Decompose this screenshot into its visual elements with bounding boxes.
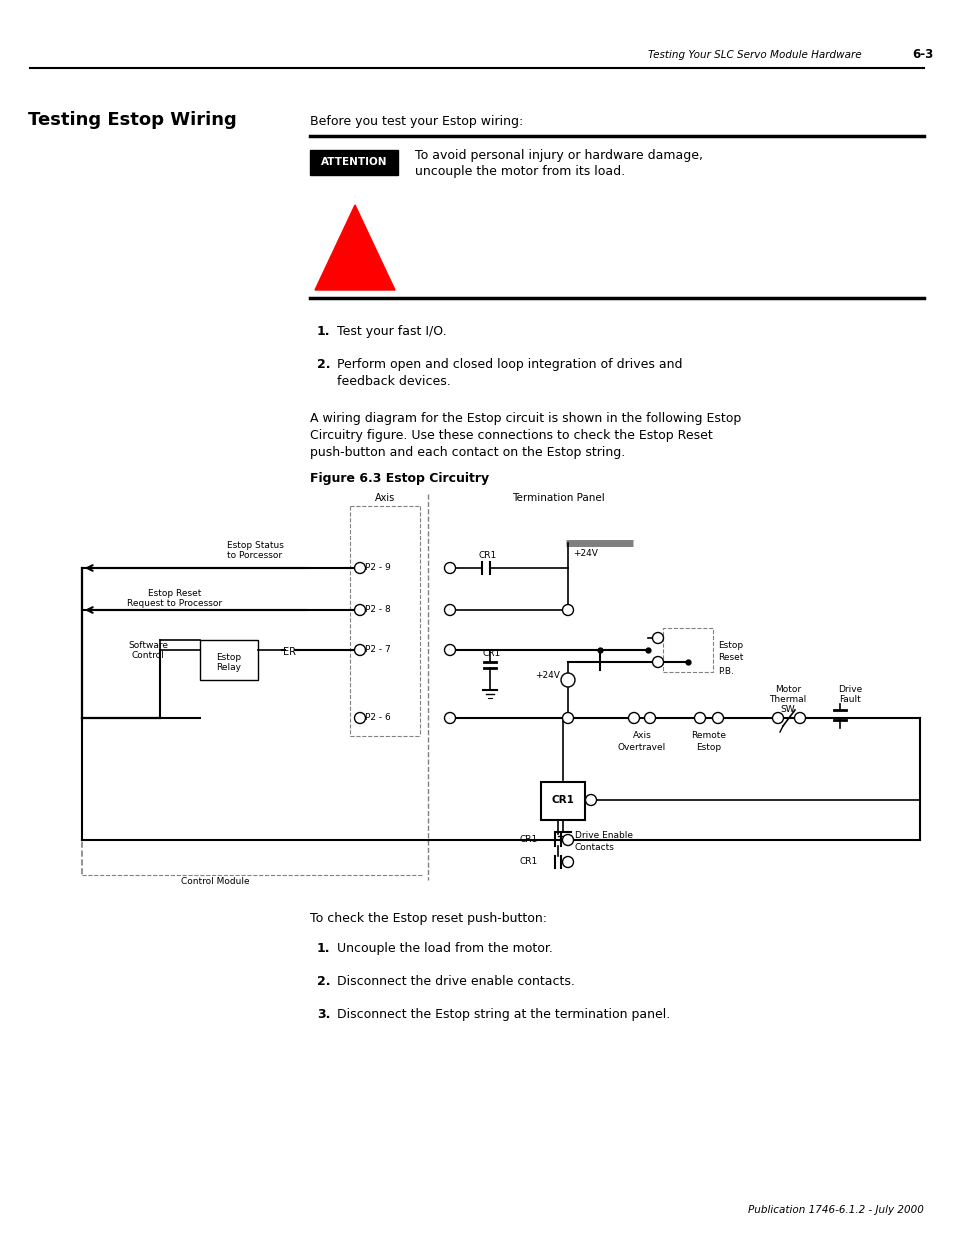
Text: CR1: CR1	[551, 795, 574, 805]
Text: to Porcessor: to Porcessor	[227, 551, 282, 559]
Text: Drive Enable: Drive Enable	[575, 830, 633, 840]
Text: Perform open and closed loop integration of drives and: Perform open and closed loop integration…	[336, 358, 681, 370]
Text: 2.: 2.	[316, 974, 330, 988]
Circle shape	[560, 673, 575, 687]
Text: Estop Reset: Estop Reset	[148, 589, 201, 598]
Text: Fault: Fault	[839, 695, 860, 704]
Text: P.B.: P.B.	[718, 667, 733, 676]
Text: Thermal: Thermal	[768, 695, 806, 704]
Polygon shape	[314, 205, 395, 290]
Circle shape	[562, 835, 573, 846]
Text: P2 - 9: P2 - 9	[365, 563, 391, 573]
Text: Reset: Reset	[718, 653, 742, 662]
Text: 1.: 1.	[316, 325, 330, 338]
Circle shape	[562, 604, 573, 615]
Circle shape	[355, 645, 365, 656]
Circle shape	[772, 713, 782, 724]
Circle shape	[585, 794, 596, 805]
Text: Request to Processor: Request to Processor	[128, 599, 222, 608]
Text: Motor: Motor	[774, 685, 801, 694]
Text: Testing Your SLC Servo Module Hardware: Testing Your SLC Servo Module Hardware	[647, 49, 861, 61]
Text: +24V: +24V	[573, 550, 598, 558]
FancyBboxPatch shape	[200, 640, 257, 680]
Circle shape	[562, 713, 573, 724]
Text: CR1: CR1	[519, 836, 537, 845]
Text: To check the Estop reset push-button:: To check the Estop reset push-button:	[310, 911, 546, 925]
Text: Axis: Axis	[632, 731, 651, 741]
Text: Control Module: Control Module	[180, 878, 249, 887]
Text: Test your fast I/O.: Test your fast I/O.	[336, 325, 446, 338]
Text: Remote: Remote	[691, 731, 726, 741]
Circle shape	[355, 562, 365, 573]
Text: Disconnect the drive enable contacts.: Disconnect the drive enable contacts.	[336, 974, 575, 988]
Text: Axis: Axis	[375, 493, 395, 503]
Text: To avoid personal injury or hardware damage,: To avoid personal injury or hardware dam…	[415, 148, 702, 162]
Text: SW: SW	[780, 705, 795, 715]
Text: CR1: CR1	[519, 857, 537, 867]
Text: CR1: CR1	[478, 552, 497, 561]
Text: Publication 1746-6.1.2 - July 2000: Publication 1746-6.1.2 - July 2000	[747, 1205, 923, 1215]
Circle shape	[644, 713, 655, 724]
Text: ATTENTION: ATTENTION	[320, 157, 387, 167]
Text: Before you test your Estop wiring:: Before you test your Estop wiring:	[310, 116, 522, 128]
Text: Control: Control	[132, 651, 164, 659]
Text: uncouple the motor from its load.: uncouple the motor from its load.	[415, 165, 624, 179]
Text: Drive: Drive	[837, 685, 862, 694]
Circle shape	[562, 857, 573, 867]
Text: feedback devices.: feedback devices.	[336, 375, 450, 388]
Circle shape	[444, 562, 455, 573]
Text: ER: ER	[283, 647, 296, 657]
Text: CR1: CR1	[482, 650, 500, 658]
Circle shape	[444, 604, 455, 615]
Text: P2 - 8: P2 - 8	[365, 605, 391, 615]
Circle shape	[628, 713, 639, 724]
Text: Testing Estop Wiring: Testing Estop Wiring	[28, 111, 236, 128]
Circle shape	[694, 713, 705, 724]
Text: Relay: Relay	[216, 663, 241, 673]
Text: P2 - 6: P2 - 6	[365, 714, 391, 722]
Text: 1.: 1.	[316, 942, 330, 955]
Circle shape	[652, 657, 662, 667]
Bar	[310, 149, 397, 175]
Text: P2 - 7: P2 - 7	[365, 646, 391, 655]
Text: Contacts: Contacts	[575, 844, 615, 852]
Text: Estop Status: Estop Status	[226, 541, 283, 550]
Circle shape	[355, 713, 365, 724]
Text: Termination Panel: Termination Panel	[511, 493, 604, 503]
Text: Circuitry figure. Use these connections to check the Estop Reset: Circuitry figure. Use these connections …	[310, 429, 712, 442]
Text: Overtravel: Overtravel	[618, 742, 665, 752]
FancyBboxPatch shape	[540, 782, 584, 820]
Circle shape	[355, 604, 365, 615]
Circle shape	[794, 713, 804, 724]
Text: +24V: +24V	[535, 671, 559, 679]
Text: 3.: 3.	[316, 1008, 330, 1021]
Text: Estop: Estop	[718, 641, 742, 650]
Text: Estop: Estop	[696, 742, 720, 752]
Circle shape	[652, 632, 662, 643]
Text: A wiring diagram for the Estop circuit is shown in the following Estop: A wiring diagram for the Estop circuit i…	[310, 412, 740, 425]
Circle shape	[444, 713, 455, 724]
Circle shape	[712, 713, 722, 724]
Text: Software: Software	[128, 641, 168, 650]
Text: push-button and each contact on the Estop string.: push-button and each contact on the Esto…	[310, 446, 624, 459]
Text: Figure 6.3 Estop Circuitry: Figure 6.3 Estop Circuitry	[310, 472, 489, 485]
Text: Disconnect the Estop string at the termination panel.: Disconnect the Estop string at the termi…	[336, 1008, 670, 1021]
Text: 6-3: 6-3	[911, 48, 932, 62]
Text: Estop: Estop	[216, 652, 241, 662]
Text: 2.: 2.	[316, 358, 330, 370]
Text: Uncouple the load from the motor.: Uncouple the load from the motor.	[336, 942, 553, 955]
Circle shape	[444, 645, 455, 656]
